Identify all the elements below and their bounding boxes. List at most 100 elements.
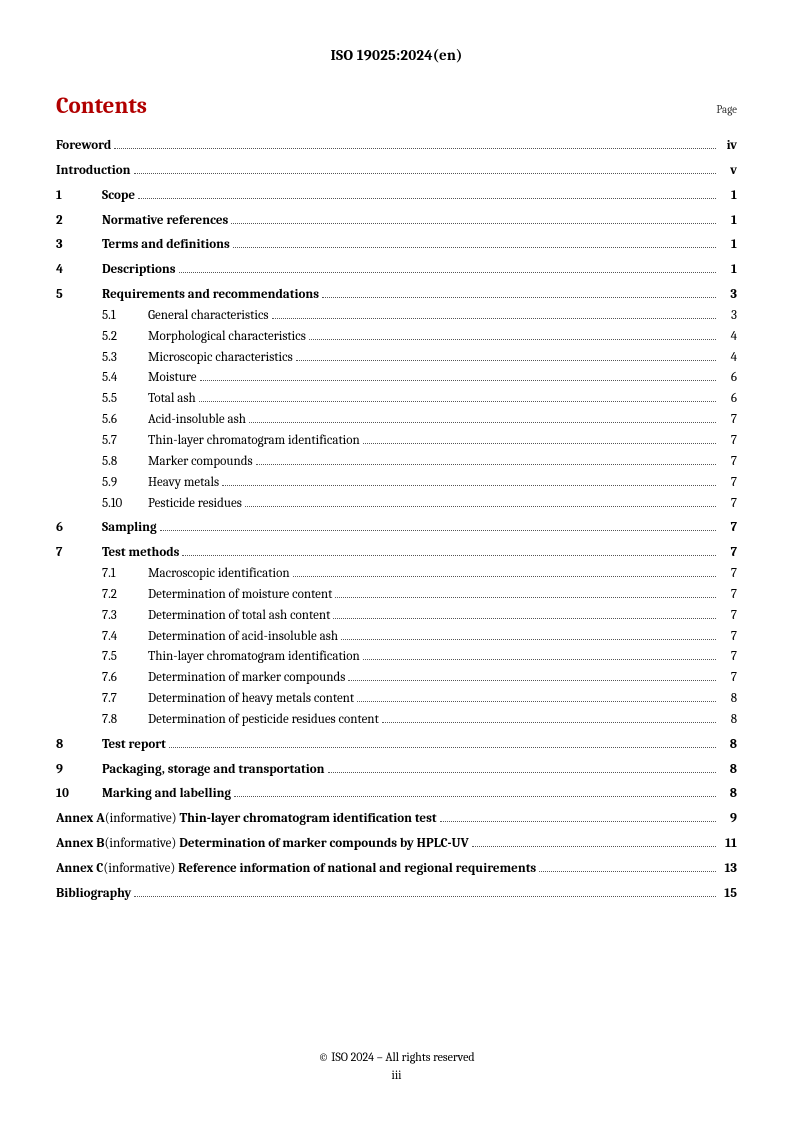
toc-section-number: 8 [56,736,102,755]
toc-entry[interactable]: Bibliography15 [56,885,737,904]
toc-subsection-title: Determination of total ash content [148,607,330,626]
toc-entry[interactable]: 7.8Determination of pesticide residues c… [102,711,737,730]
toc-entry[interactable]: 4Descriptions1 [56,261,737,280]
toc-subsection-title: Total ash [148,390,196,409]
toc-entry[interactable]: Annex B (informative) Determination of m… [56,835,737,854]
toc-section-number: 7 [56,544,102,563]
toc-subsection-number: 5.7 [102,432,148,451]
toc-leader [134,896,716,897]
toc-annex-informative: (informative) [105,810,180,829]
toc-leader [363,443,716,444]
toc-entry[interactable]: 5.9Heavy metals7 [102,474,737,493]
toc-entry[interactable]: Annex A (informative) Thin-layer chromat… [56,810,737,829]
toc-entry[interactable]: 5.1General characteristics3 [102,307,737,326]
toc-entry[interactable]: 3Terms and definitions1 [56,236,737,255]
toc-entry[interactable]: 5.5Total ash6 [102,390,737,409]
toc-entry[interactable]: 7.1Macroscopic identification7 [102,565,737,584]
toc-leader [182,555,716,556]
toc-annex-title: Thin-layer chromatogram identification t… [180,810,437,829]
toc-annex-label: Annex A [56,810,105,829]
toc-leader [272,318,716,319]
toc-subsection-title: Thin-layer chromatogram identification [148,432,360,451]
toc-entry[interactable]: 7.5Thin-layer chromatogram identificatio… [102,648,737,667]
toc-entry[interactable]: 1Scope1 [56,187,737,206]
toc-page-number: 1 [719,212,737,231]
toc-annex-title: Determination of marker compounds by HPL… [179,835,469,854]
toc-page-number: 7 [719,648,737,667]
toc-entry[interactable]: 8Test report8 [56,736,737,755]
toc-entry[interactable]: 2Normative references1 [56,212,737,231]
toc-page-number: 7 [719,474,737,493]
toc-page-number: 7 [719,607,737,626]
toc-entry[interactable]: 7.6Determination of marker compounds7 [102,669,737,688]
toc-entry[interactable]: 6Sampling7 [56,519,737,538]
toc-leader [328,772,716,773]
toc-entry[interactable]: 5.3Microscopic characteristics4 [102,349,737,368]
toc-entry[interactable]: 7.2Determination of moisture content7 [102,586,737,605]
toc-page-number: 3 [719,286,737,305]
toc-subsection-number: 7.2 [102,586,148,605]
toc-entry[interactable]: 7.4Determination of acid-insoluble ash7 [102,628,737,647]
toc-entry[interactable]: Introductionv [56,162,737,181]
toc-entry[interactable]: 7.3Determination of total ash content7 [102,607,737,626]
toc-entry[interactable]: 5Requirements and recommendations3 [56,286,737,305]
toc-entry[interactable]: 9Packaging, storage and transportation8 [56,761,737,780]
toc-page-number: 7 [719,628,737,647]
toc-entry[interactable]: 5.10Pesticide residues7 [102,495,737,514]
toc-leader [363,659,716,660]
toc-front-title: Foreword [56,137,111,156]
toc-subsection-number: 5.1 [102,307,148,326]
toc-page-number: 4 [719,328,737,347]
toc-leader [231,223,716,224]
toc-section-number: 1 [56,187,102,206]
toc-leader [357,701,716,702]
toc-entry[interactable]: 5.7Thin-layer chromatogram identificatio… [102,432,737,451]
toc-subsection-title: Macroscopic identification [148,565,290,584]
toc-page-number: 6 [719,369,737,388]
toc-page-number: 9 [719,810,737,829]
toc-leader [249,422,716,423]
toc-section-number: 2 [56,212,102,231]
toc-section-title: Marking and labelling [102,785,231,804]
toc-section-number: 4 [56,261,102,280]
toc-page-number: 7 [719,565,737,584]
toc-section-title: Packaging, storage and transportation [102,761,325,780]
toc-section-number: 10 [56,785,102,804]
toc-subsection-title: Pesticide residues [148,495,242,514]
toc-entry[interactable]: 10Marking and labelling8 [56,785,737,804]
toc-subsection-title: Microscopic characteristics [148,349,293,368]
toc-page-number: 13 [719,860,737,879]
toc-subsection-number: 7.6 [102,669,148,688]
toc-leader [200,380,717,381]
toc-subsection-number: 5.8 [102,453,148,472]
toc-page-number: 11 [719,835,737,854]
toc-page-number: 7 [719,544,737,563]
toc-entry[interactable]: Annex C (informative) Reference informat… [56,860,737,879]
toc-page-number: 8 [719,690,737,709]
toc-page-number: iv [719,137,737,156]
toc-entry[interactable]: 7.7Determination of heavy metals content… [102,690,737,709]
toc-section-number: 9 [56,761,102,780]
toc-entry[interactable]: 5.4Moisture 6 [102,369,737,388]
toc-page-number: 7 [719,432,737,451]
toc-section-title: Sampling [102,519,157,538]
toc-entry[interactable]: 5.8Marker compounds7 [102,453,737,472]
toc-entry[interactable]: 5.6Acid-insoluble ash7 [102,411,737,430]
toc-entry[interactable]: 7Test methods7 [56,544,737,563]
toc-leader [333,618,716,619]
toc-page-number: 7 [719,411,737,430]
toc-leader [138,198,716,199]
toc-leader [382,722,716,723]
toc-entry[interactable]: Foreword iv [56,137,737,156]
toc-leader [169,747,716,748]
toc-leader [245,506,716,507]
toc-annex-label: Annex C [56,860,103,879]
toc-subsection-title: Moisture [148,369,197,388]
toc-entry[interactable]: 5.2Morphological characteristics4 [102,328,737,347]
toc-page-number: 8 [719,736,737,755]
toc-subsection-title: Determination of pesticide residues cont… [148,711,379,730]
toc-page-number: 7 [719,453,737,472]
toc-leader [539,871,716,872]
toc-subsection-number: 5.4 [102,369,148,388]
toc-subsection-number: 5.9 [102,474,148,493]
